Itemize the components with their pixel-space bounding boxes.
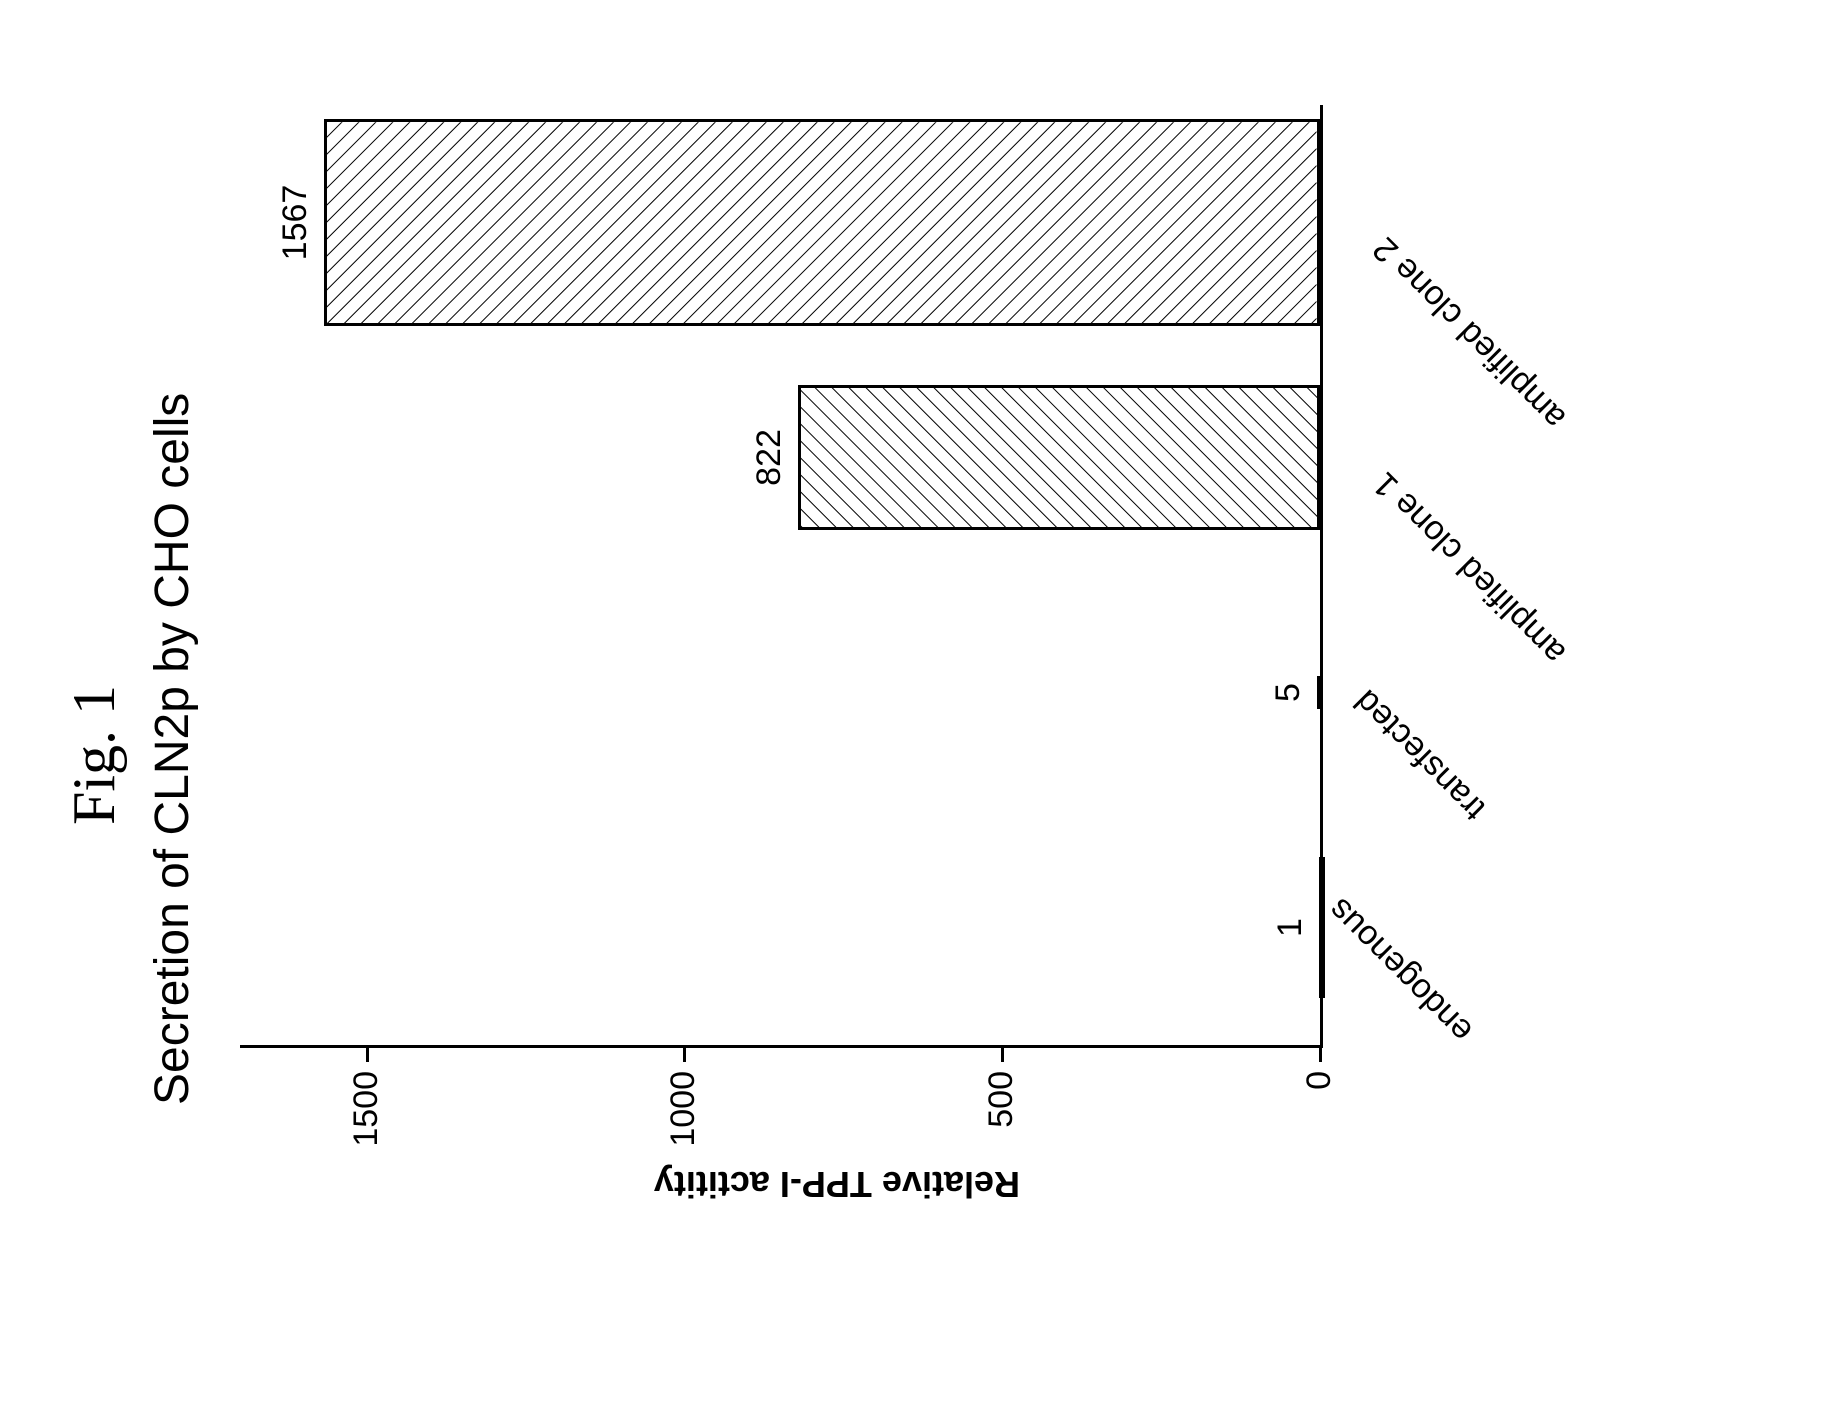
category-label: transfected bbox=[1347, 681, 1494, 828]
bar bbox=[1319, 857, 1325, 998]
y-tick bbox=[1319, 1048, 1322, 1062]
chart-title: Secretion of CLN2p by CHO cells bbox=[145, 393, 200, 1105]
category-label: endogenous bbox=[1321, 890, 1481, 1050]
y-tick bbox=[366, 1048, 369, 1062]
category-label: amplified clone 1 bbox=[1365, 464, 1573, 672]
bar-value-label: 1 bbox=[1271, 868, 1310, 988]
y-tick-label: 500 bbox=[982, 1071, 1021, 1171]
y-axis-label: Relative TPP-I actitity bbox=[654, 1163, 1020, 1205]
category-label: amplified clone 2 bbox=[1365, 229, 1573, 437]
y-tick bbox=[683, 1048, 686, 1062]
y-tick-label: 1500 bbox=[347, 1071, 386, 1171]
bar-value-label: 5 bbox=[1269, 633, 1308, 753]
y-tick-label: 1000 bbox=[664, 1071, 703, 1171]
bar bbox=[324, 119, 1320, 326]
bar bbox=[1317, 676, 1323, 709]
y-tick-label: 0 bbox=[1300, 1071, 1339, 1171]
bar bbox=[798, 385, 1320, 531]
bar-value-label: 1567 bbox=[276, 163, 315, 283]
bar-value-label: 822 bbox=[750, 398, 789, 518]
y-axis bbox=[240, 1045, 1323, 1048]
figure-label: Fig. 1 bbox=[60, 685, 129, 825]
y-tick bbox=[1001, 1048, 1004, 1062]
plot-area: 0500100015001endogenous5transfected822am… bbox=[240, 105, 1320, 1045]
